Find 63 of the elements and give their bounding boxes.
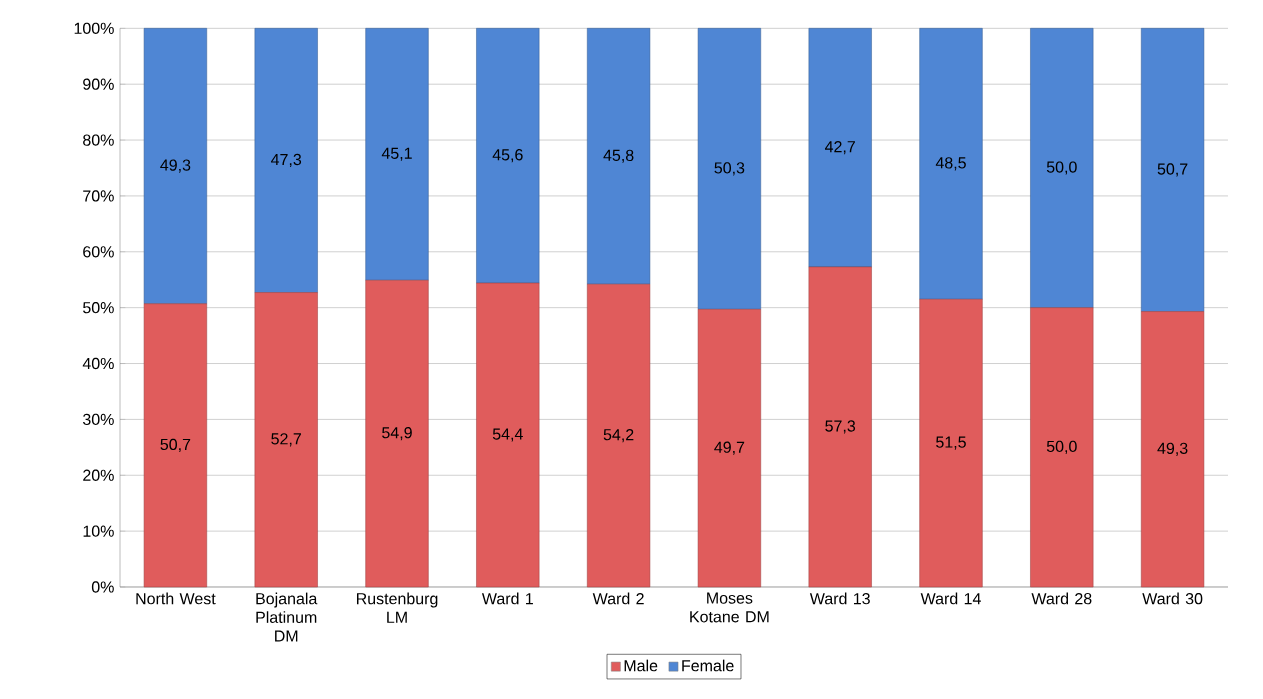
y-tick-label: 70%: [83, 190, 114, 202]
data-label: 50,3: [714, 162, 745, 176]
bar: [143, 303, 208, 588]
y-tick-label: 30%: [82, 413, 114, 426]
data-label: 42,7: [825, 141, 855, 155]
x-tick-label: Ward 28: [1031, 592, 1092, 605]
y-tick-label: 10%: [83, 525, 114, 537]
data-label: 50,7: [160, 438, 191, 452]
bar: [143, 28, 208, 305]
bar: [1140, 311, 1205, 588]
x-tick-label: Ward 13: [809, 592, 870, 605]
x-tick-label: Ward 1: [481, 592, 533, 605]
data-label: 45,8: [603, 149, 634, 163]
data-label: 54,9: [382, 427, 412, 441]
data-label: 54,2: [603, 428, 634, 443]
data-label: 52,7: [271, 433, 301, 447]
y-tick-label: 90%: [83, 78, 114, 90]
data-label: 50,0: [1046, 440, 1077, 454]
data-label: 51,5: [936, 436, 966, 450]
y-tick-label: 20%: [83, 469, 114, 481]
x-tick-label: Ward 30: [1142, 592, 1203, 605]
bar: [808, 28, 872, 268]
bar: [254, 292, 318, 588]
bar: [587, 28, 651, 285]
data-label: 50,0: [1046, 161, 1077, 175]
bar: [1030, 307, 1094, 588]
bar: [1140, 28, 1205, 312]
bar: [476, 28, 540, 284]
data-label: 45,6: [492, 149, 523, 163]
bar: [365, 28, 429, 281]
y-tick-label: 0%: [91, 581, 114, 593]
legend-label: Male: [624, 659, 658, 672]
data-label: 50,7: [1157, 163, 1188, 177]
bar: [1030, 28, 1094, 308]
data-label: 45,1: [381, 147, 412, 161]
legend-label: Female: [682, 659, 734, 672]
x-tick-label: North West: [136, 592, 216, 605]
x-tick-label: Ward 2: [592, 592, 644, 605]
bar: [697, 309, 762, 588]
data-label: 49,3: [160, 159, 191, 173]
y-tick-label: 50%: [83, 302, 114, 314]
bar: [919, 299, 983, 588]
data-label: 49,7: [714, 441, 745, 455]
y-tick-label: 60%: [83, 246, 114, 258]
data-label: 48,5: [935, 157, 966, 171]
bar: [808, 266, 872, 588]
x-tick-label: Ward 14: [920, 592, 981, 605]
data-label: 47,3: [271, 153, 302, 168]
y-tick-label: 100%: [74, 22, 114, 34]
data-label: 57,3: [825, 420, 856, 434]
data-label: 49,3: [1157, 442, 1188, 456]
bar: [254, 28, 318, 293]
y-tick-label: 40%: [82, 357, 114, 370]
y-tick-label: 80%: [83, 134, 114, 146]
data-label: 54,4: [492, 428, 523, 442]
bar: [697, 28, 762, 310]
bar: [587, 283, 651, 588]
bar: [476, 282, 540, 588]
bar: [365, 280, 429, 588]
x-tick-label: Rustenburg LM: [356, 592, 438, 623]
bar: [919, 28, 983, 300]
x-tick-label: Bojanala Platinum DM: [256, 592, 318, 642]
x-tick-label: Moses Kotane DM: [690, 592, 769, 623]
